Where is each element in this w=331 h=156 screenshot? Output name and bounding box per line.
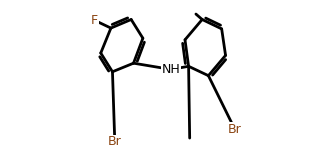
Text: Br: Br [108, 135, 122, 149]
Text: Br: Br [228, 123, 242, 136]
Text: NH: NH [162, 63, 180, 76]
Text: F: F [91, 14, 98, 27]
